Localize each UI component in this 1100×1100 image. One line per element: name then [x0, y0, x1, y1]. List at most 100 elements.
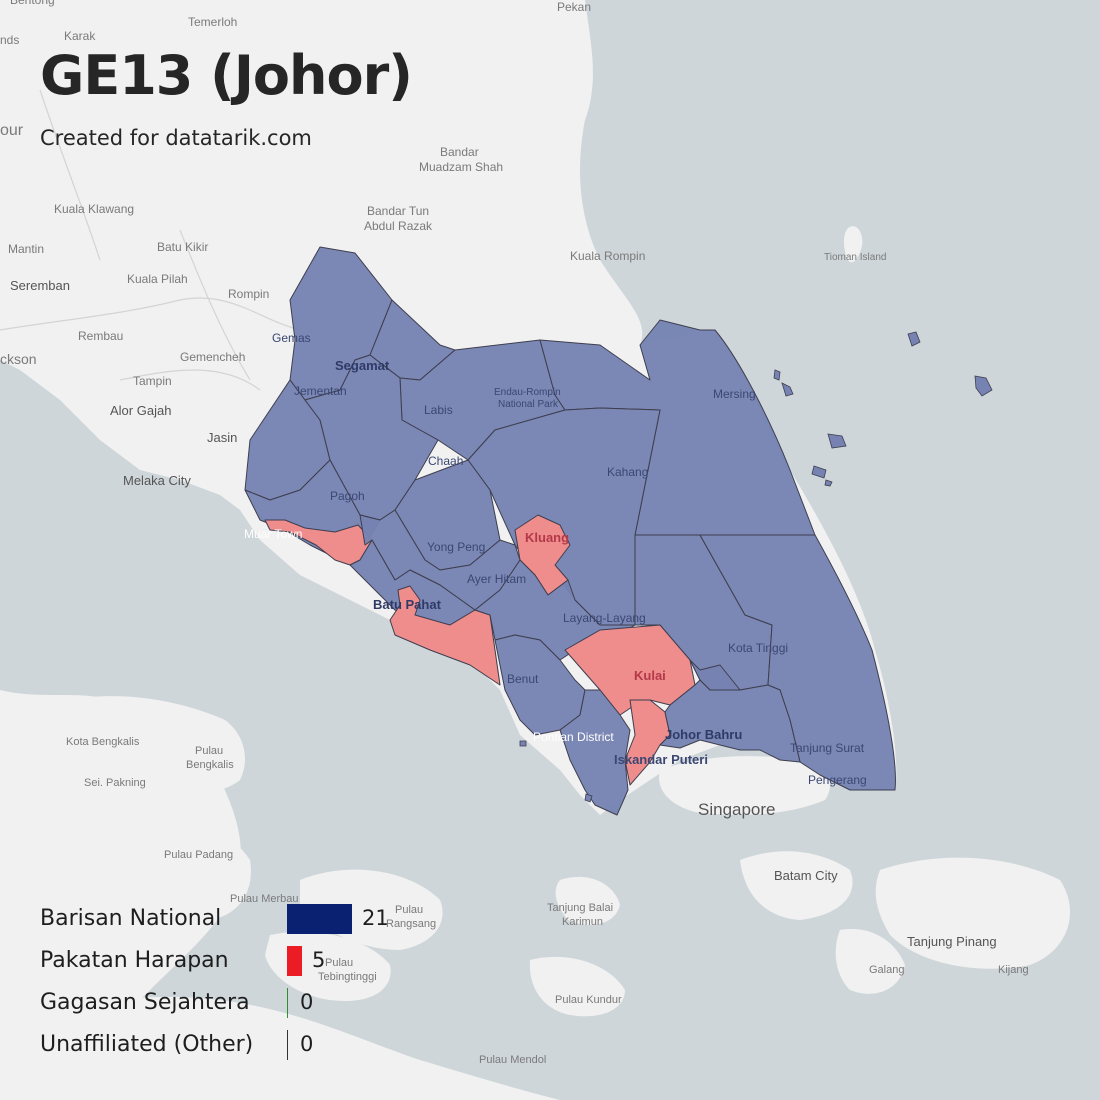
label-singapore: Singapore	[698, 800, 776, 819]
label-tanjung-pinang: Tanjung Pinang	[907, 934, 997, 949]
district-gemas: Gemas	[272, 331, 311, 345]
tioman-island	[843, 226, 863, 263]
kundur-island	[529, 956, 625, 1017]
legend-bar	[287, 946, 302, 976]
district-benut: Benut	[507, 672, 539, 686]
label-batam: Batam City	[774, 868, 838, 883]
johor-constituencies	[244, 246, 896, 816]
label-karimun: Karimun	[562, 916, 603, 928]
place-labels: Bentong Temerloh Pekan Karak nds our Ban…	[0, 0, 1029, 1066]
karimun-island	[555, 876, 620, 925]
label-nds: nds	[0, 33, 19, 47]
offshore-islands	[519, 331, 993, 803]
label-gemencheh: Gemencheh	[180, 350, 245, 364]
district-chaah: Chaah	[428, 454, 463, 468]
district-johor-bahru: Johor Bahru	[665, 727, 742, 742]
constituency-iskandar-puteri	[624, 699, 671, 786]
delta-lower	[0, 996, 560, 1100]
label-rompin: Rompin	[228, 287, 269, 301]
legend-row-ph: Pakatan Harapan 5	[40, 942, 460, 984]
label-muadzam: Muadzam Shah	[419, 160, 503, 174]
label-galang: Galang	[869, 964, 904, 976]
label-pulau-rangsang-2: Rangsang	[386, 918, 436, 930]
constituency-pengerang	[699, 534, 896, 791]
label-pulau-tebing-1: Pulau	[325, 957, 353, 969]
label-kuala-klawang: Kuala Klawang	[54, 202, 134, 216]
legend-bar	[287, 1030, 288, 1060]
legend-count: 0	[300, 990, 314, 1014]
label-pekan: Pekan	[557, 0, 591, 14]
district-labis: Labis	[424, 403, 453, 417]
label-tioman: Tioman Island	[824, 252, 886, 263]
rempang-island	[835, 929, 905, 994]
legend-row-bn: Barisan National 21	[40, 900, 460, 942]
label-pulau-rangsang-1: Pulau	[395, 904, 423, 916]
label-pulau-kundur: Pulau Kundur	[555, 994, 622, 1006]
district-iskandar: Iskandar Puteri	[614, 752, 708, 767]
label-rembau: Rembau	[78, 329, 123, 343]
label-kuala-pilah: Kuala Pilah	[127, 272, 188, 286]
label-pulau-merbau: Pulau Merbau	[230, 893, 299, 905]
district-ayer-hitam: Ayer Hitam	[467, 572, 526, 586]
constituency-pasir-gudang	[689, 659, 741, 691]
legend-label: Pakatan Harapan	[40, 948, 229, 973]
district-pengerang: Pengerang	[808, 773, 867, 787]
label-abdul-razak: Abdul Razak	[364, 219, 433, 233]
district-endau-2: National Park	[498, 399, 559, 410]
label-bentong: Bentong	[10, 0, 55, 7]
label-alor-gajah: Alor Gajah	[110, 403, 171, 418]
label-seremban: Seremban	[10, 278, 70, 293]
label-pulau: Pulau	[195, 745, 223, 757]
map-subtitle: Created for datatarik.com	[40, 126, 312, 150]
district-kulai: Kulai	[634, 668, 666, 683]
bintan-island	[875, 857, 1070, 969]
legend-bar	[287, 904, 352, 934]
label-bandar: Bandar	[440, 145, 479, 159]
district-endau-1: Endau-Rompin	[494, 387, 561, 398]
legend-row-gs: Gagasan Sejahtera 0	[40, 984, 460, 1026]
district-yong-peng: Yong Peng	[427, 540, 485, 554]
legend-row-other: Unaffiliated (Other) 0	[40, 1026, 460, 1068]
label-kijang: Kijang	[998, 964, 1029, 976]
district-layang: Layang-Layang	[563, 611, 646, 625]
legend-count: 0	[300, 1032, 314, 1056]
label-pulau-padang: Pulau Padang	[164, 849, 233, 861]
label-batu-kikir: Batu Kikir	[157, 240, 208, 254]
district-tanjung-surat: Tanjung Surat	[790, 741, 865, 755]
legend-label: Barisan National	[40, 906, 222, 931]
label-jasin: Jasin	[207, 430, 237, 445]
label-pulau-mendol: Pulau Mendol	[479, 1054, 546, 1066]
seat-legend: Barisan National 21 Pakatan Harapan 5 Ga…	[40, 900, 460, 1068]
label-mantin: Mantin	[8, 242, 44, 256]
label-ckson: ckson	[0, 351, 37, 367]
district-mersing: Mersing	[713, 387, 756, 401]
batam-island	[740, 851, 853, 920]
map-title: GE13 (Johor)	[40, 44, 413, 107]
label-melaka: Melaka City	[123, 473, 191, 488]
district-kahang: Kahang	[607, 465, 648, 479]
label-kota-bengkalis: Kota Bengkalis	[66, 736, 140, 748]
district-pagoh: Pagoh	[330, 489, 365, 503]
district-kluang: Kluang	[525, 530, 569, 545]
district-batu-pahat: Batu Pahat	[373, 597, 442, 612]
label-kuala-rompin: Kuala Rompin	[570, 249, 645, 263]
legend-label: Gagasan Sejahtera	[40, 990, 250, 1015]
label-temerloh: Temerloh	[188, 15, 237, 29]
padang-island	[145, 819, 251, 920]
legend-count: 21	[362, 906, 389, 930]
label-pulau-tebing-2: Tebingtinggi	[318, 971, 377, 983]
district-pontian: Pontian District	[533, 730, 614, 744]
district-segamat: Segamat	[335, 358, 390, 373]
district-jementah: Jementah	[294, 384, 347, 398]
label-bengkalis: Bengkalis	[186, 759, 234, 771]
singapore-island	[659, 756, 830, 815]
district-labels: Segamat Gemas Jementah Labis Endau-Rompi…	[244, 331, 867, 787]
district-kota-tinggi: Kota Tinggi	[728, 641, 788, 655]
label-tanjung-balai: Tanjung Balai	[547, 902, 613, 914]
legend-bar	[287, 988, 288, 1018]
district-muar: Muar Town	[244, 527, 302, 541]
label-sei-pakning: Sei. Pakning	[84, 777, 146, 789]
label-bandar-tun: Bandar Tun	[367, 204, 429, 218]
legend-count: 5	[312, 948, 326, 972]
